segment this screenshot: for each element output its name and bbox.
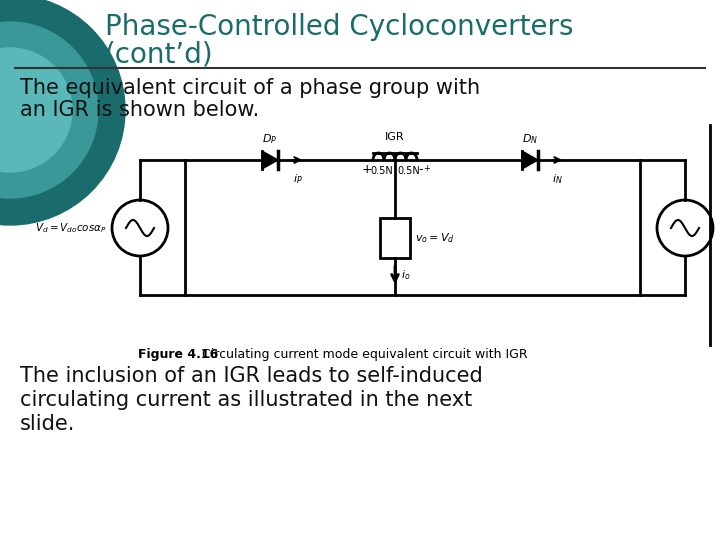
Text: The inclusion of an IGR leads to self-induced: The inclusion of an IGR leads to self-in… [20, 366, 482, 386]
Text: slide.: slide. [20, 414, 76, 434]
Text: $v_o=V_d$: $v_o=V_d$ [415, 231, 455, 245]
Text: IGR: IGR [385, 132, 405, 142]
Text: +: + [361, 163, 372, 176]
Circle shape [0, 0, 125, 225]
Polygon shape [262, 151, 278, 169]
Text: $D_N$: $D_N$ [522, 132, 538, 146]
Text: 0.5N: 0.5N [397, 166, 420, 176]
Text: $D_P$: $D_P$ [262, 132, 278, 146]
Circle shape [0, 22, 98, 198]
Text: +: + [423, 164, 430, 173]
Text: circulating current as illustrated in the next: circulating current as illustrated in th… [20, 390, 472, 410]
Text: $i_N$: $i_N$ [552, 172, 563, 186]
Text: (cont’d): (cont’d) [105, 40, 214, 68]
Text: 0.5N: 0.5N [370, 166, 393, 176]
Circle shape [0, 48, 72, 172]
Text: $V_d = - V_{do}cos\alpha_N$: $V_d = - V_{do}cos\alpha_N$ [718, 221, 720, 235]
Polygon shape [522, 151, 538, 169]
Text: The equivalent circuit of a phase group with: The equivalent circuit of a phase group … [20, 78, 480, 98]
Text: $V_d = V_{do}cos\alpha_P$: $V_d = V_{do}cos\alpha_P$ [35, 221, 107, 235]
Text: Circulating current mode equivalent circuit with IGR: Circulating current mode equivalent circ… [190, 348, 528, 361]
Text: $i_P$: $i_P$ [292, 172, 302, 186]
Text: Figure 4.16: Figure 4.16 [138, 348, 218, 361]
Text: $i_o$: $i_o$ [401, 268, 410, 282]
Text: Phase-Controlled Cycloconverters: Phase-Controlled Cycloconverters [105, 13, 574, 41]
Bar [380, 218, 410, 258]
Text: an IGR is shown below.: an IGR is shown below. [20, 100, 259, 120]
Text: -: - [418, 163, 423, 176]
